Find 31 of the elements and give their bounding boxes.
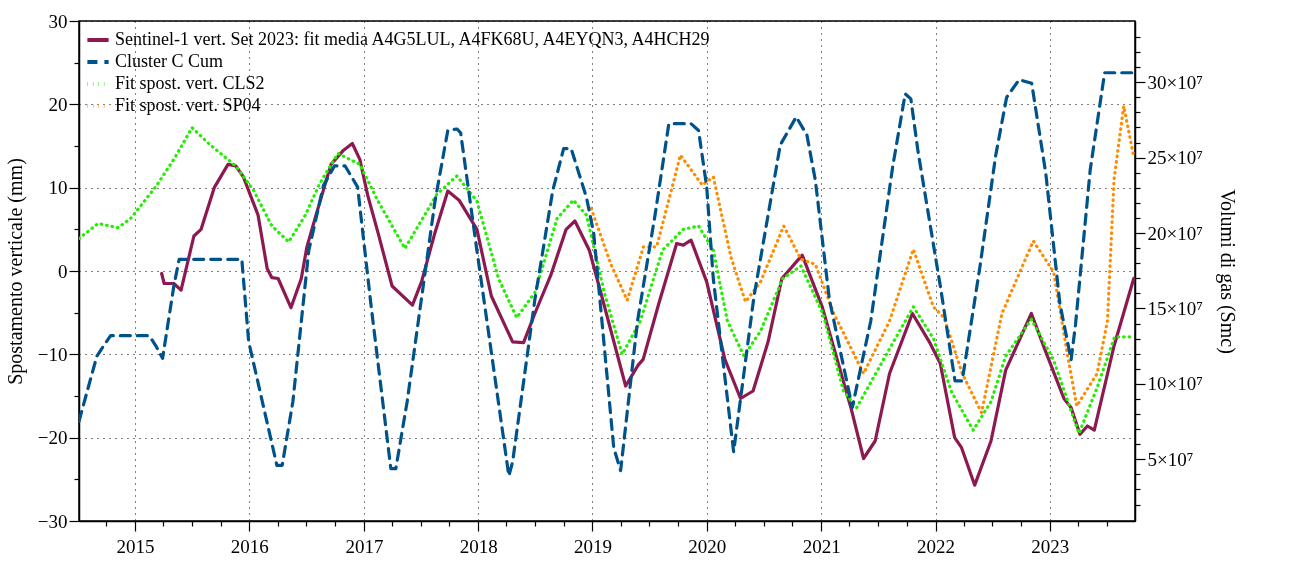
x-tick-label: 2019 <box>573 535 612 557</box>
y2-tick-label: 10×10⁷ <box>1147 373 1203 395</box>
x-tick-label: 2018 <box>459 535 498 557</box>
x-tick-label: 2016 <box>230 535 269 557</box>
y-tick-label: −10 <box>37 343 68 365</box>
y2-tick-label: 15×10⁷ <box>1147 297 1203 319</box>
x-tick-label: 2021 <box>802 535 841 557</box>
legend-label: Fit spost. vert. SP04 <box>115 95 261 115</box>
y-axis-title: Spostamento verticale (mm) <box>3 158 27 385</box>
x-tick-label: 2023 <box>1031 535 1070 557</box>
y2-tick-label: 30×10⁷ <box>1147 71 1203 93</box>
y-tick-label: 20 <box>48 93 68 115</box>
x-tick-label: 2020 <box>688 535 727 557</box>
x-tick-label: 2015 <box>116 535 155 557</box>
x-tick-label: 2022 <box>917 535 956 557</box>
y-tick-label: −20 <box>37 427 68 449</box>
y-tick-label: 10 <box>48 177 68 199</box>
x-tick-label: 2017 <box>345 535 384 557</box>
y2-tick-label: 5×10⁷ <box>1147 448 1194 470</box>
legend-label: Fit spost. vert. CLS2 <box>115 73 265 93</box>
y-tick-label: 30 <box>48 10 68 32</box>
line-series <box>589 104 1135 415</box>
line-series <box>79 71 1135 478</box>
y-tick-label: −30 <box>37 510 68 532</box>
y-tick-label: 0 <box>58 260 68 282</box>
legend-label: Cluster C Cum <box>115 51 224 71</box>
legend-label: Sentinel-1 vert. Set 2023: fit media A4G5LUL, A4FK68U, A4EYQN3, A4HCH29 <box>115 29 710 49</box>
line-series <box>160 141 1135 487</box>
y2-tick-label: 20×10⁷ <box>1147 222 1203 244</box>
y2-axis-title: Volumi di gas (Smc) <box>1215 189 1239 354</box>
y2-tick-label: 25×10⁷ <box>1147 147 1203 169</box>
